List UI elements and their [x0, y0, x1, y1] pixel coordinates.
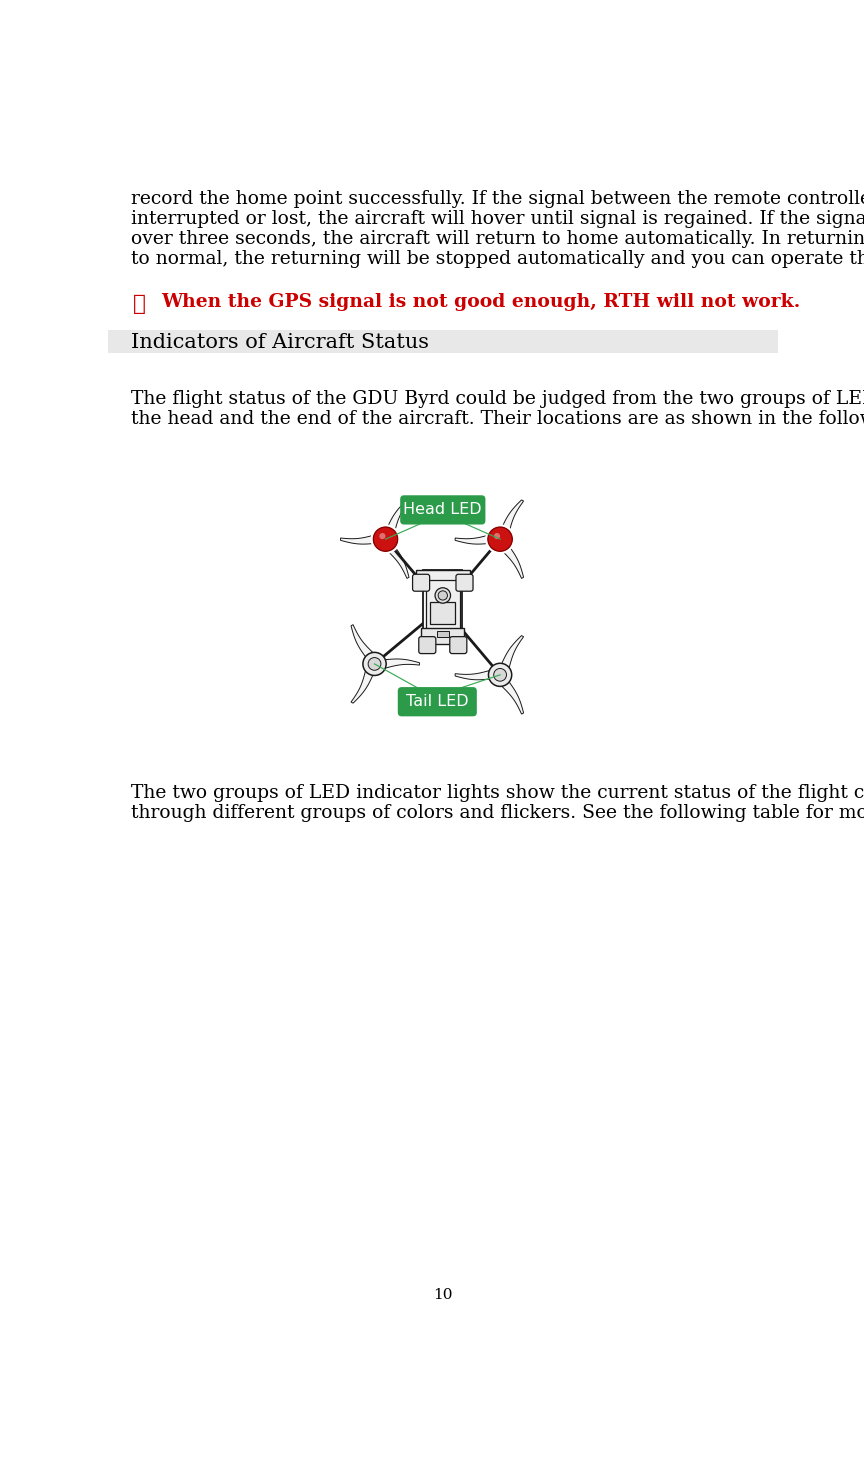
Circle shape: [379, 533, 392, 545]
Bar: [422, 628, 464, 643]
FancyBboxPatch shape: [419, 637, 435, 653]
Circle shape: [438, 590, 448, 601]
Circle shape: [368, 658, 381, 671]
FancyBboxPatch shape: [400, 495, 486, 524]
Polygon shape: [502, 636, 524, 668]
Polygon shape: [455, 671, 489, 680]
Text: Tail LED: Tail LED: [406, 694, 468, 709]
Polygon shape: [455, 535, 489, 544]
FancyBboxPatch shape: [423, 570, 462, 643]
FancyBboxPatch shape: [413, 574, 429, 592]
Polygon shape: [387, 500, 409, 532]
Circle shape: [435, 587, 450, 604]
FancyBboxPatch shape: [397, 687, 477, 716]
Circle shape: [487, 527, 512, 551]
Polygon shape: [385, 659, 420, 668]
FancyBboxPatch shape: [456, 574, 473, 592]
Polygon shape: [502, 683, 524, 713]
Text: the head and the end of the aircraft. Their locations are as shown in the follow: the head and the end of the aircraft. Th…: [131, 410, 864, 428]
Text: ※: ※: [133, 293, 146, 315]
Text: through different groups of colors and flickers. See the following table for mor: through different groups of colors and f…: [131, 804, 864, 822]
Polygon shape: [502, 500, 524, 532]
Text: to normal, the returning will be stopped automatically and you can operate the a: to normal, the returning will be stopped…: [131, 249, 864, 268]
Circle shape: [488, 527, 511, 551]
Circle shape: [493, 533, 506, 545]
Bar: [430, 602, 455, 624]
Text: record the home point successfully. If the signal between the remote controller : record the home point successfully. If t…: [131, 189, 864, 208]
Text: The two groups of LED indicator lights show the current status of the flight con: The two groups of LED indicator lights s…: [131, 784, 864, 803]
Circle shape: [488, 664, 511, 687]
Text: over three seconds, the aircraft will return to home automatically. In returning: over three seconds, the aircraft will re…: [131, 230, 864, 248]
Bar: [436, 631, 449, 637]
Text: Head LED: Head LED: [403, 502, 482, 517]
Text: interrupted or lost, the aircraft will hover until signal is regained. If the si: interrupted or lost, the aircraft will h…: [131, 209, 864, 227]
Polygon shape: [340, 535, 375, 544]
Bar: [426, 580, 460, 634]
Circle shape: [493, 668, 506, 681]
FancyBboxPatch shape: [416, 570, 470, 587]
Polygon shape: [351, 671, 372, 703]
Polygon shape: [351, 624, 372, 656]
Circle shape: [363, 652, 386, 675]
Text: 10: 10: [433, 1288, 453, 1302]
Circle shape: [374, 527, 397, 551]
Text: The flight status of the GDU Byrd could be judged from the two groups of LED ind: The flight status of the GDU Byrd could …: [131, 390, 864, 407]
Text: When the GPS signal is not good enough, RTH will not work.: When the GPS signal is not good enough, …: [161, 293, 800, 311]
Circle shape: [494, 533, 500, 539]
Polygon shape: [502, 546, 524, 579]
FancyBboxPatch shape: [450, 637, 467, 653]
Text: Indicators of Aircraft Status: Indicators of Aircraft Status: [131, 333, 429, 352]
Circle shape: [379, 533, 385, 539]
Bar: [108, 330, 778, 353]
Polygon shape: [387, 546, 409, 579]
Circle shape: [373, 527, 398, 551]
